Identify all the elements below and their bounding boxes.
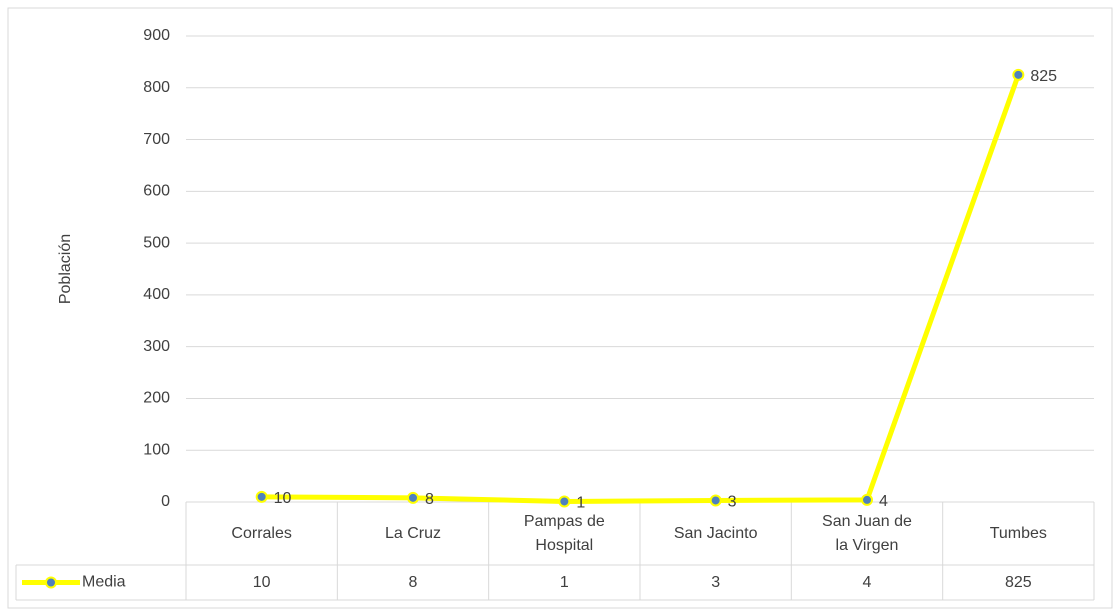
data-label: 3: [728, 494, 737, 511]
y-tick-label: 100: [143, 441, 170, 458]
line: [261, 73, 1021, 504]
marker: [255, 490, 268, 503]
table-value: 1: [489, 565, 640, 600]
y-tick-label: 200: [143, 390, 170, 407]
marker: [558, 495, 571, 508]
x-tick-label-text: Tumbes: [989, 524, 1047, 542]
chart-frame: [7, 7, 1113, 609]
x-tick-label-text: La Cruz: [384, 524, 441, 542]
data-label: 10: [274, 490, 292, 507]
marker: [861, 493, 873, 506]
legend-label: Media: [82, 574, 126, 591]
marker: [407, 491, 419, 504]
x-tick-label: San Jacinto: [640, 502, 791, 565]
x-tick-label-text: San Jacinto: [673, 524, 758, 542]
y-tick-label: 700: [143, 131, 170, 148]
marker: [709, 494, 722, 507]
table-value-text: 10: [252, 573, 271, 591]
table-value-text: 825: [1004, 573, 1032, 591]
x-tick-label: Corrales: [186, 502, 337, 565]
y-tick-label: 600: [143, 183, 170, 200]
x-tick-label-text: Corrales: [231, 524, 292, 542]
y-tick-label: 500: [143, 234, 170, 251]
marker: [1012, 68, 1025, 81]
y-tick-label: 0: [161, 493, 170, 510]
table-value-text: 3: [711, 573, 721, 591]
table-value-text: 8: [408, 573, 418, 591]
x-tick-label-text: Pampas de Hospital: [523, 512, 605, 554]
table-value: 8: [337, 565, 488, 600]
x-tick-label: Pampas de Hospital: [489, 502, 640, 565]
data-label: 825: [1030, 68, 1057, 85]
y-tick-label: 300: [143, 338, 170, 355]
table-value-text: 1: [559, 573, 569, 591]
y-axis-label: Población: [57, 234, 74, 304]
y-tick-label: 400: [143, 286, 170, 303]
x-tick-label: Tumbes: [943, 502, 1094, 565]
y-tick-label: 800: [143, 79, 170, 96]
y-tick-label: 900: [143, 27, 170, 44]
data-label: 4: [879, 493, 888, 510]
x-tick-label: La Cruz: [337, 502, 488, 565]
data-label: 1: [576, 495, 585, 512]
x-tick-label-text: San Juan de la Virgen: [822, 512, 912, 554]
legend-marker: [45, 576, 57, 589]
table-value: 10: [186, 565, 337, 600]
x-tick-label: San Juan de la Virgen: [791, 502, 942, 565]
data-label: 8: [425, 491, 434, 508]
table-value: 4: [791, 565, 942, 600]
table-value-text: 4: [862, 573, 872, 591]
table-value: 825: [943, 565, 1094, 600]
table-value: 3: [640, 565, 791, 600]
